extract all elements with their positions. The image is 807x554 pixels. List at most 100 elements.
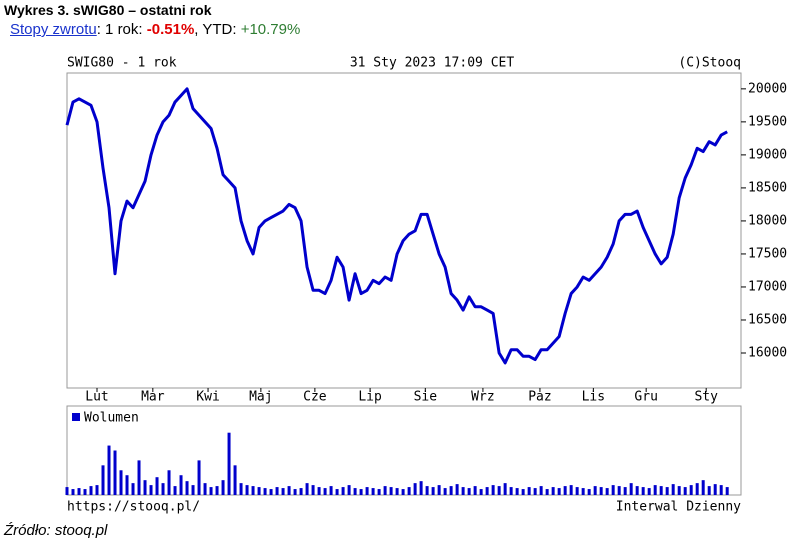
volume-bar [203, 483, 207, 495]
one-year-label: : 1 rok: [96, 21, 143, 38]
volume-bar [149, 485, 153, 495]
volume-bar [503, 483, 507, 495]
volume-bar [125, 475, 129, 495]
volume-bar [563, 486, 567, 495]
volume-bar [317, 487, 321, 495]
x-tick-label: Sie [414, 390, 438, 405]
volume-bar [71, 489, 75, 495]
volume-bar [641, 487, 645, 495]
y-tick-label: 17500 [748, 246, 787, 261]
volume-bar [689, 485, 693, 495]
volume-bar [215, 486, 219, 495]
volume-bar [287, 486, 291, 495]
legend-swatch [72, 413, 80, 421]
volume-bar [359, 489, 363, 495]
y-tick-label: 18500 [748, 180, 787, 195]
volume-bar [305, 483, 309, 495]
volume-bar [389, 487, 393, 495]
volume-bar [455, 484, 459, 495]
volume-bar [353, 488, 357, 495]
volume-bar [677, 486, 681, 495]
volume-bar [467, 488, 471, 495]
volume-bar [551, 487, 555, 495]
volume-frame [66, 405, 742, 496]
volume-bar [323, 488, 327, 495]
volume-bar [509, 487, 513, 495]
returns-link[interactable]: Stopy zwrotu [10, 21, 97, 38]
volume-bar [581, 488, 585, 495]
volume-bar [365, 487, 369, 495]
volume-bar [683, 487, 687, 495]
source: Źródło: stooq.pl [4, 522, 108, 539]
volume-bar [557, 488, 561, 495]
one-year-value: -0.51% [146, 21, 195, 38]
footer-right: Interwal Dzienny [616, 500, 741, 515]
volume-bar [311, 485, 315, 495]
volume-bar [539, 486, 543, 495]
volume-bar [179, 475, 183, 495]
volume-bar [107, 445, 111, 495]
volume-bar [713, 484, 717, 495]
volume-bar [449, 486, 453, 495]
volume-bar [293, 489, 297, 495]
volume-bar [119, 470, 123, 495]
x-tick-label: Gru [634, 390, 657, 405]
copyright: (C)Stooq [678, 56, 741, 71]
volume-bar [227, 432, 231, 495]
x-tick-label: Lut [85, 390, 108, 405]
volume-bar [161, 483, 165, 495]
volume-bar [197, 460, 201, 495]
ytd-value: +10.79% [240, 21, 301, 38]
volume-bar [527, 487, 531, 495]
volume-bar [617, 486, 621, 495]
x-tick-label: Maj [249, 390, 272, 405]
chart-title: SWIG80 - 1 rok [67, 56, 177, 71]
volume-bar [155, 477, 159, 495]
x-tick-label: Paz [528, 390, 551, 405]
volume-bar [143, 480, 147, 495]
header: Wykres 3. sWIG80 – ostatni rok Stopy zwr… [4, 2, 300, 38]
volume-bar [479, 489, 483, 495]
volume-bar [545, 489, 549, 495]
volume-bar [269, 489, 273, 495]
volume-bar [533, 488, 537, 495]
volume-bar [719, 485, 723, 495]
volume-bar [629, 483, 633, 495]
volume-bar [569, 485, 573, 495]
y-tick-label: 18000 [748, 213, 787, 228]
volume-bar [395, 488, 399, 495]
volume-bar [275, 487, 279, 495]
volume-bar [299, 488, 303, 495]
y-tick-label: 16000 [748, 346, 787, 361]
volume-bar [245, 485, 249, 495]
volume-bar [665, 487, 669, 495]
volume-bar [77, 488, 81, 495]
x-tick-label: Lip [358, 390, 382, 405]
volume-bar [83, 489, 87, 495]
volume-bar [335, 489, 339, 495]
volume-bar [233, 465, 237, 495]
volume-bar [377, 489, 381, 495]
volume-bar [635, 486, 639, 495]
volume-bar [173, 486, 177, 495]
volume-bar [653, 485, 657, 495]
y-tick-label: 20000 [748, 81, 787, 96]
returns: Stopy zwrotu: 1 rok: -0.51%, YTD: +10.79… [4, 21, 300, 38]
title: Wykres 3. sWIG80 – ostatni rok [4, 2, 212, 18]
volume-bar [473, 486, 477, 495]
volume-bar [185, 481, 189, 495]
volume-bar [491, 485, 495, 495]
volume-bar [137, 460, 141, 495]
volume-bar [695, 483, 699, 495]
volume-bar [521, 489, 525, 495]
timestamp: 31 Sty 2023 17:09 CET [350, 56, 515, 71]
volume-bar [101, 465, 105, 495]
volume-bar [431, 487, 435, 495]
volume-bar [587, 489, 591, 495]
ytd-label: , YTD: [194, 21, 237, 38]
volume-bar [401, 489, 405, 495]
volume-bar [497, 486, 501, 495]
y-tick-label: 19000 [748, 147, 787, 162]
